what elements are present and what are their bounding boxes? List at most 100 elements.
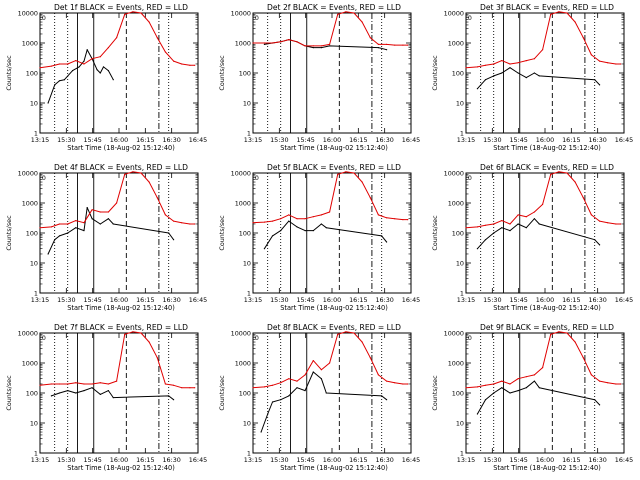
x-tick-label: 16:45 xyxy=(615,456,633,464)
x-axis-label: Start Time (18-Aug-02 15:12:40) xyxy=(493,464,601,472)
y-axis-label: Counts/sec xyxy=(5,55,13,91)
data-point-lld xyxy=(509,223,511,225)
plot-frame xyxy=(465,12,625,134)
data-point-lld xyxy=(620,383,622,385)
data-point-lld xyxy=(83,383,85,385)
y-tick-label: 1 xyxy=(34,290,38,298)
corner-flag: 0 xyxy=(42,175,46,182)
data-point-events xyxy=(58,80,61,82)
data-point-lld xyxy=(501,60,503,62)
data-point-lld xyxy=(582,357,584,359)
y-tick-label: 1 xyxy=(460,290,464,298)
data-point-lld xyxy=(189,223,191,225)
data-point-lld xyxy=(542,203,544,205)
data-point-lld xyxy=(140,332,142,334)
data-point-lld xyxy=(67,223,69,225)
y-tick-label: 1000 xyxy=(235,200,251,208)
data-point-lld xyxy=(164,214,166,216)
data-point-lld xyxy=(558,11,560,13)
data-point-events xyxy=(112,223,114,225)
data-point-lld xyxy=(124,13,126,15)
data-point-lld xyxy=(615,63,617,65)
data-point-lld xyxy=(164,383,166,385)
chart-title: Det 6f BLACK = Events, RED = LLD xyxy=(480,163,614,172)
y-tick-label: 10000 xyxy=(231,170,251,178)
data-point-events xyxy=(296,226,298,228)
series-line-events xyxy=(47,207,175,255)
chart-panel: Det 6f BLACK = Events, RED = LLD 0 Counts/… xyxy=(431,163,633,312)
x-tick-label: 16:30 xyxy=(588,296,606,304)
x-tick-label: 15:30 xyxy=(483,136,501,144)
data-point-lld xyxy=(164,51,166,53)
data-point-lld xyxy=(329,43,331,46)
data-point-events xyxy=(271,401,274,403)
x-tick-label: 16:00 xyxy=(536,136,554,144)
chart-title: Det 5f BLACK = Events, RED = LLD xyxy=(267,163,401,172)
x-tick-label: 15:30 xyxy=(57,136,75,144)
data-point-lld xyxy=(566,332,568,334)
corner-flag: 0 xyxy=(42,335,46,342)
x-tick-label: 16:00 xyxy=(323,456,341,464)
data-point-lld xyxy=(83,63,85,65)
x-tick-label: 15:30 xyxy=(57,456,75,464)
data-point-events xyxy=(386,49,388,51)
data-point-lld xyxy=(312,360,314,362)
y-tick-label: 1000 xyxy=(448,40,464,48)
data-point-events xyxy=(168,395,170,397)
data-point-lld xyxy=(484,224,487,226)
x-tick-label: 16:30 xyxy=(375,136,393,144)
y-tick-label: 1000 xyxy=(22,360,38,368)
data-point-lld xyxy=(607,382,609,384)
data-point-events xyxy=(75,392,77,394)
chart-title: Det 9f BLACK = Events, RED = LLD xyxy=(480,323,614,332)
x-tick-label: 16:15 xyxy=(136,296,154,304)
x-tick-label: 16:00 xyxy=(323,136,341,144)
data-point-events xyxy=(86,207,88,209)
data-point-lld xyxy=(132,331,134,333)
data-point-lld xyxy=(329,362,331,364)
data-point-lld xyxy=(550,333,552,335)
data-point-lld xyxy=(517,214,519,216)
data-point-events xyxy=(91,218,93,220)
data-point-events xyxy=(83,230,85,232)
x-tick-label: 15:30 xyxy=(483,296,501,304)
data-point-lld xyxy=(476,386,478,388)
data-point-lld xyxy=(501,380,503,382)
data-point-lld xyxy=(484,64,487,66)
data-point-events xyxy=(173,399,175,401)
data-point-lld xyxy=(542,49,544,51)
data-point-lld xyxy=(361,341,363,343)
chart-panel: Det 5f BLACK = Events, RED = LLD 0 Counts/… xyxy=(218,163,420,312)
data-point-lld xyxy=(140,172,142,174)
data-point-events xyxy=(493,232,495,234)
data-point-events xyxy=(325,227,327,229)
data-point-events xyxy=(517,72,519,74)
data-point-lld xyxy=(99,382,101,384)
data-point-events xyxy=(47,253,49,255)
data-point-lld xyxy=(91,58,93,60)
data-point-events xyxy=(538,387,540,389)
data-point-lld xyxy=(476,66,478,68)
data-point-lld xyxy=(377,43,379,46)
data-point-lld xyxy=(407,44,409,46)
series-line-events xyxy=(263,220,387,249)
data-point-lld xyxy=(320,369,322,371)
y-tick-label: 1000 xyxy=(22,200,38,208)
data-point-events xyxy=(63,79,65,81)
data-point-lld xyxy=(50,65,53,67)
data-point-events xyxy=(58,235,61,237)
x-tick-label: 15:45 xyxy=(83,136,101,144)
data-point-events xyxy=(533,72,536,74)
data-point-events xyxy=(538,223,540,225)
data-point-events xyxy=(304,390,306,392)
data-point-lld xyxy=(566,172,568,174)
corner-flag: 0 xyxy=(255,175,259,182)
data-point-lld xyxy=(566,12,568,14)
data-point-events xyxy=(263,43,265,46)
data-point-lld xyxy=(263,42,265,44)
data-point-events xyxy=(312,47,314,49)
data-point-lld xyxy=(252,387,254,389)
data-point-lld xyxy=(107,383,109,385)
series-line-lld xyxy=(39,11,195,69)
data-point-lld xyxy=(124,173,126,175)
